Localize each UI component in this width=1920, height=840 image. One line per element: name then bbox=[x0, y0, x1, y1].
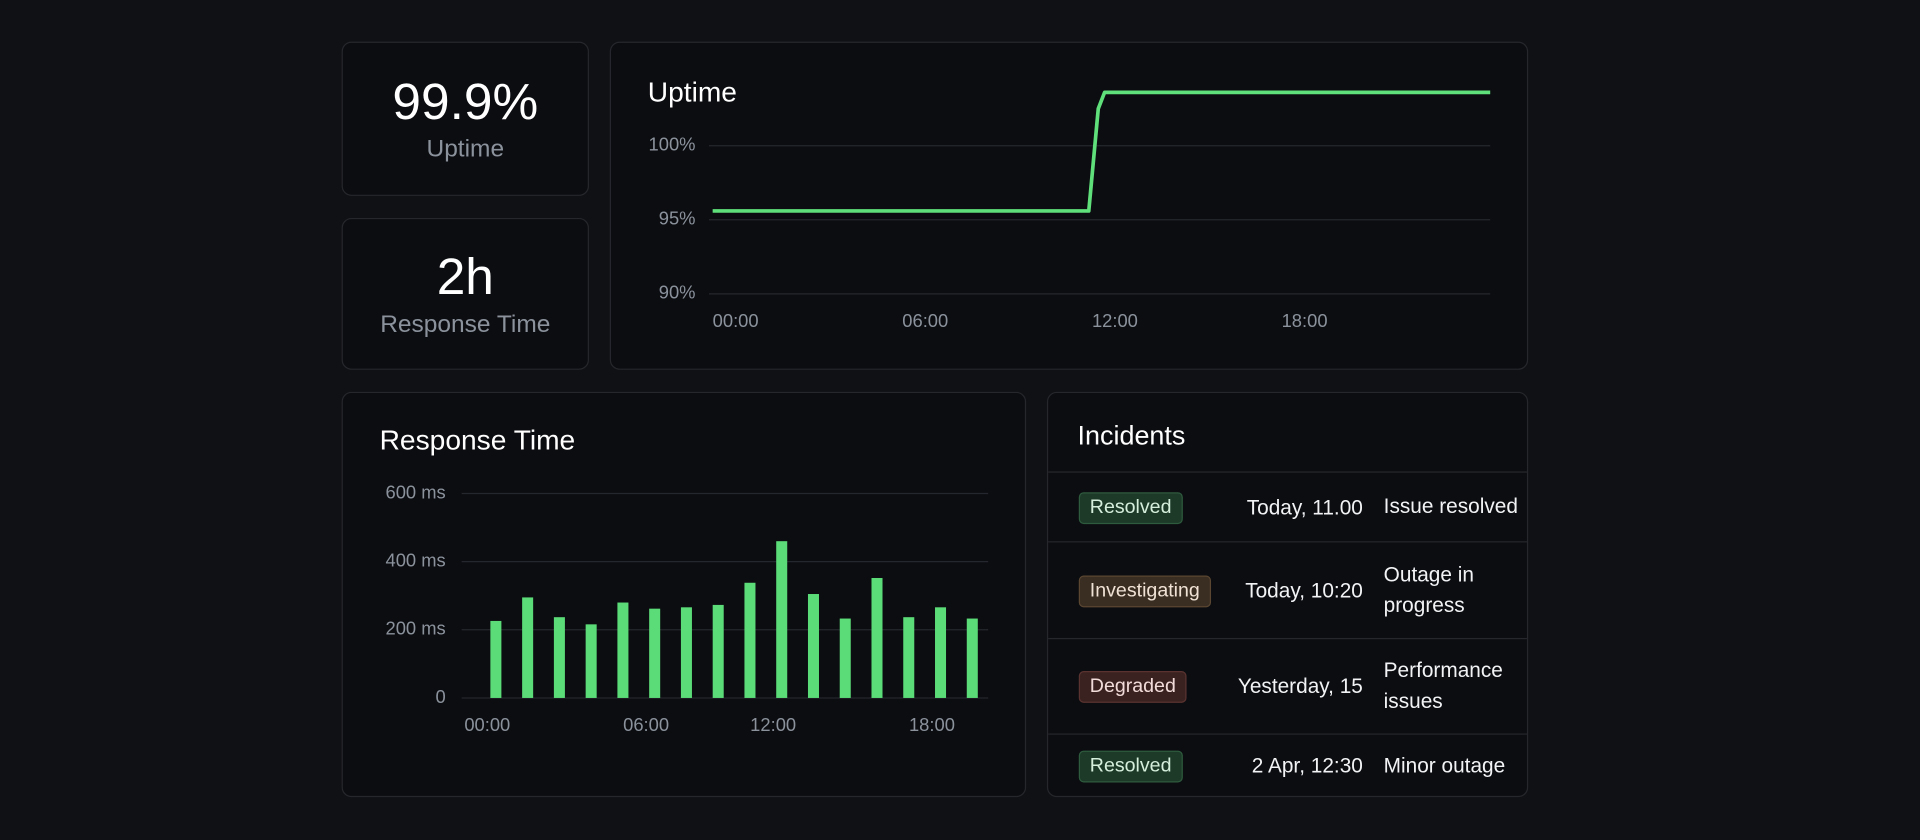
bar bbox=[966, 618, 978, 698]
y-tick-label: 100% bbox=[649, 134, 696, 155]
incident-description: Outage in progress bbox=[1383, 563, 1474, 617]
incident-description: Issue resolved bbox=[1383, 494, 1518, 519]
status-badge: Resolved bbox=[1078, 491, 1183, 524]
bar bbox=[585, 624, 597, 698]
incident-row[interactable]: Resolved Today, 11.00 Issue resolved bbox=[1048, 471, 1527, 542]
bar bbox=[553, 617, 565, 698]
x-tick-label: 12:00 bbox=[1092, 310, 1138, 331]
stat-card: 99.9% Uptime bbox=[341, 41, 589, 196]
y-tick-label: 400 ms bbox=[385, 549, 445, 570]
x-tick-label: 12:00 bbox=[750, 714, 796, 735]
y-tick-label: 0 bbox=[435, 686, 445, 707]
status-badge: Resolved bbox=[1078, 750, 1183, 783]
y-tick-label: 95% bbox=[659, 208, 696, 229]
bar bbox=[680, 607, 692, 698]
bar bbox=[903, 617, 915, 698]
y-tick-label: 90% bbox=[659, 282, 696, 303]
stat-value: 99.9% bbox=[392, 72, 539, 131]
bar bbox=[776, 541, 788, 698]
incident-time: Yesterday, 15 bbox=[1237, 674, 1363, 698]
x-tick-label: 18:00 bbox=[1282, 310, 1328, 331]
uptime-card: Uptime 90% 95% 100% 00:00 06:00 12:00 18:00 bbox=[609, 41, 1529, 370]
incident-row[interactable]: Resolved 2 Apr, 12:30 Minor outage bbox=[1048, 733, 1527, 798]
bar bbox=[712, 604, 724, 698]
stat-label: Response Time bbox=[380, 310, 551, 338]
bar bbox=[617, 602, 629, 698]
incidents-title: Incidents bbox=[1077, 420, 1186, 451]
incident-time: Today, 11.00 bbox=[1246, 495, 1363, 519]
bar bbox=[871, 577, 883, 698]
bar bbox=[649, 608, 661, 698]
y-tick-label: 600 ms bbox=[385, 481, 445, 502]
incident-time: Today, 10:20 bbox=[1245, 578, 1363, 602]
response-card: Response Time 0 200 ms 400 ms 600 ms 00:00 06… bbox=[341, 391, 1027, 798]
uptime-line bbox=[712, 90, 1491, 213]
status-badge: Degraded bbox=[1078, 671, 1187, 703]
incident-description: Minor outage bbox=[1383, 753, 1506, 778]
stat-card: 2h Response Time bbox=[341, 217, 589, 370]
incident-time: 2 Apr, 12:30 bbox=[1251, 754, 1363, 778]
status-badge: Investigating bbox=[1078, 574, 1211, 607]
x-tick-label: 00:00 bbox=[464, 714, 510, 735]
bar bbox=[935, 607, 947, 698]
bar bbox=[807, 594, 819, 698]
stat-label: Uptime bbox=[426, 135, 505, 163]
x-tick-label: 06:00 bbox=[623, 714, 669, 735]
chart-title: Uptime bbox=[648, 77, 737, 108]
bar bbox=[744, 582, 756, 698]
incident-description: Performance issues bbox=[1383, 659, 1503, 713]
stat-value: 2h bbox=[436, 247, 494, 306]
bar bbox=[522, 597, 534, 698]
bar bbox=[839, 618, 851, 698]
uptime-chart: Uptime 90% 95% 100% 00:00 06:00 12:00 18:00 bbox=[648, 77, 1491, 331]
incident-row[interactable]: Degraded Yesterday, 15 Performance issue… bbox=[1048, 637, 1527, 735]
x-tick-label: 06:00 bbox=[902, 310, 948, 331]
bar bbox=[490, 620, 502, 698]
x-tick-label: 18:00 bbox=[909, 714, 955, 735]
incident-row[interactable]: Investigating Today, 10:20 Outage in pro… bbox=[1048, 541, 1527, 639]
x-tick-label: 00:00 bbox=[713, 310, 759, 331]
response-chart: Response Time 0 200 ms 400 ms 600 ms 00:00 06… bbox=[380, 424, 989, 735]
y-tick-label: 200 ms bbox=[385, 618, 445, 639]
incidents-card: Incidents Resolved Today, 11.00 Issue re… bbox=[1046, 391, 1529, 798]
chart-title: Response Time bbox=[380, 424, 576, 455]
